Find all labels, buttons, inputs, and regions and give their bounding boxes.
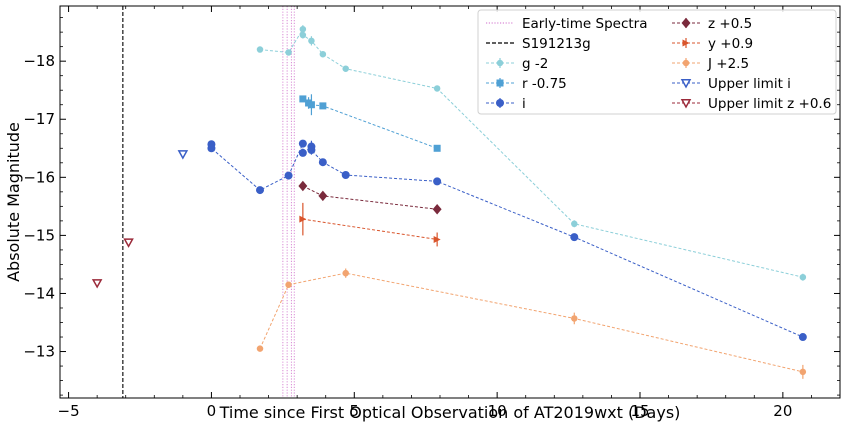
x-tick-label: −5 <box>58 402 80 420</box>
data-point <box>570 233 579 242</box>
y-tick-label: −16 <box>23 168 55 186</box>
data-point <box>256 186 264 195</box>
legend-marker <box>682 39 690 47</box>
legend-label: S191213g <box>522 36 591 52</box>
legend-item-g-2: g -2 <box>486 56 548 72</box>
series-layer <box>91 25 807 379</box>
data-point <box>342 269 349 277</box>
legend-marker <box>496 99 504 107</box>
y-tick-label: −13 <box>23 343 55 361</box>
series-upper-limit-i <box>177 150 189 160</box>
x-axis-label: Time since First Optical Observation of … <box>219 403 681 422</box>
series-r-0-75 <box>299 94 441 152</box>
series-i <box>207 139 807 342</box>
data-point <box>177 150 189 160</box>
data-point <box>298 180 308 192</box>
legend-item-early-time-spectra: Early-time Spectra <box>486 16 648 32</box>
legend-marker <box>680 99 692 109</box>
data-point <box>433 177 442 186</box>
data-point <box>433 85 441 92</box>
data-point <box>319 102 327 110</box>
data-point <box>799 368 807 376</box>
data-point <box>799 273 807 281</box>
x-tick-label: 10 <box>488 402 507 420</box>
legend-label: Upper limit i <box>708 76 791 92</box>
data-point <box>432 204 442 215</box>
y-axis-label: Absolute Magnitude <box>4 122 23 282</box>
legend-label: g -2 <box>522 56 548 72</box>
legend-marker <box>682 59 690 67</box>
legend-item-r-0-75: r -0.75 <box>486 76 567 92</box>
legend-item-i: i <box>486 96 526 112</box>
data-point <box>342 65 349 72</box>
y-tick-label: −17 <box>23 110 55 128</box>
legend-item-j-2-5: J +2.5 <box>672 56 749 72</box>
data-point <box>307 101 315 109</box>
legend-item-upper-limit-z-0-6: Upper limit z +0.6 <box>672 96 831 112</box>
legend-marker <box>496 79 504 87</box>
legend-item-y-0-9: y +0.9 <box>672 36 753 52</box>
data-point <box>298 139 307 148</box>
data-point <box>285 49 292 56</box>
x-tick-label: 15 <box>630 402 649 420</box>
legend-label: J +2.5 <box>707 56 749 72</box>
legend-item-upper-limit-i: Upper limit i <box>672 76 791 92</box>
legend-label: r -0.75 <box>522 76 567 92</box>
data-point <box>207 144 216 153</box>
data-point <box>256 46 264 53</box>
series-line <box>259 27 803 278</box>
series-z-0-5 <box>298 180 442 215</box>
data-point <box>298 148 307 157</box>
legend-marker <box>680 79 692 89</box>
data-point <box>299 31 307 39</box>
plot-frame <box>59 5 841 399</box>
data-point <box>433 144 441 152</box>
legend-marker <box>681 17 691 29</box>
series-j-2-5 <box>256 268 807 379</box>
series-line <box>210 143 804 338</box>
axes-layer: −5 0 5 10 15 20 −13 −14 −15 −16 −17 −18 <box>23 6 840 420</box>
x-tick-label: 20 <box>773 402 792 420</box>
data-point <box>284 171 293 180</box>
series-upper-limit-z-0-6 <box>91 238 134 289</box>
y-tick-label: −14 <box>23 284 55 302</box>
legend-item-z-0-5: z +0.5 <box>672 16 752 32</box>
data-point <box>308 37 315 45</box>
data-point <box>299 95 307 103</box>
data-point <box>798 333 807 342</box>
data-point <box>299 215 307 223</box>
legend-label: y +0.9 <box>708 36 753 52</box>
series-g-2 <box>256 25 807 281</box>
legend: Early-time Spectra S191213g g -2 r -0.75 i z … <box>477 9 837 115</box>
x-tick-label: 5 <box>350 402 360 420</box>
data-point <box>299 25 307 33</box>
series-line <box>259 272 803 373</box>
data-point <box>123 238 134 248</box>
series-y-0-9 <box>299 202 441 247</box>
data-point <box>285 281 292 289</box>
y-tick-label: −15 <box>23 226 55 244</box>
data-point <box>91 279 103 289</box>
legend-label: Early-time Spectra <box>522 16 648 32</box>
vertical-lines <box>122 6 295 398</box>
data-point <box>256 345 264 352</box>
data-point <box>318 158 327 167</box>
legend-marker <box>496 59 504 67</box>
data-point <box>341 170 350 179</box>
legend-box <box>477 9 837 115</box>
data-point <box>318 190 328 202</box>
data-point <box>319 50 327 58</box>
legend-label: z +0.5 <box>708 16 752 32</box>
x-tick-label: 0 <box>207 402 217 420</box>
y-tick-label: −18 <box>23 52 55 70</box>
legend-label: Upper limit z +0.6 <box>708 96 831 112</box>
series-line <box>302 218 438 240</box>
data-point <box>571 220 578 228</box>
legend-label: i <box>522 96 526 112</box>
data-point <box>571 315 578 322</box>
data-point <box>307 146 316 155</box>
data-point <box>433 235 441 243</box>
legend-item-s191213g: S191213g <box>486 36 591 52</box>
